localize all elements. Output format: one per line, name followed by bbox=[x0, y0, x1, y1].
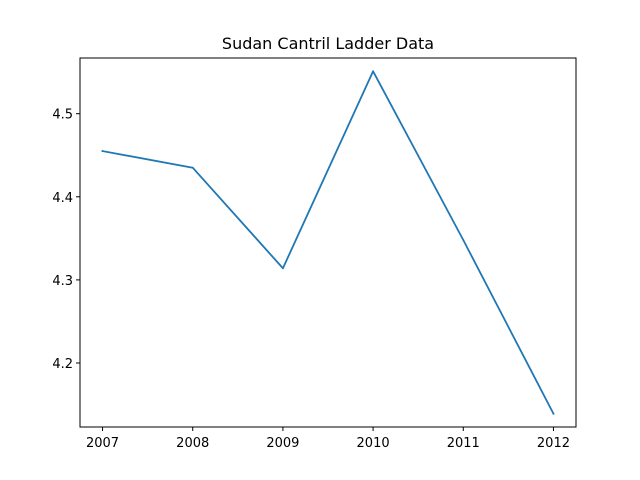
data-point bbox=[462, 239, 465, 241]
data-point bbox=[552, 412, 555, 415]
y-axis: 4.2 4.3 4.4 4.5 bbox=[52, 108, 80, 372]
series-line bbox=[101, 70, 555, 415]
data-point bbox=[101, 150, 104, 152]
x-tick-label: 2007 bbox=[86, 436, 119, 451]
x-tick-label: 2012 bbox=[537, 436, 570, 451]
y-tick-label: 4.4 bbox=[52, 191, 73, 206]
series-layer bbox=[101, 70, 555, 415]
x-axis: 2007 2008 2009 2010 2011 2012 bbox=[86, 427, 570, 451]
x-tick-label: 2011 bbox=[447, 436, 480, 451]
y-tick-label: 4.3 bbox=[52, 274, 73, 289]
plot-area bbox=[79, 57, 577, 428]
x-tick-label: 2009 bbox=[266, 436, 299, 451]
data-point bbox=[191, 166, 194, 169]
data-point bbox=[372, 70, 374, 73]
y-tick-label: 4.5 bbox=[52, 108, 73, 123]
data-point bbox=[282, 267, 284, 270]
y-tick-label: 4.2 bbox=[52, 357, 73, 372]
chart-title: Sudan Cantril Ladder Data bbox=[222, 34, 434, 53]
x-tick-label: 2008 bbox=[176, 436, 209, 451]
x-tick-label: 2010 bbox=[357, 436, 390, 451]
